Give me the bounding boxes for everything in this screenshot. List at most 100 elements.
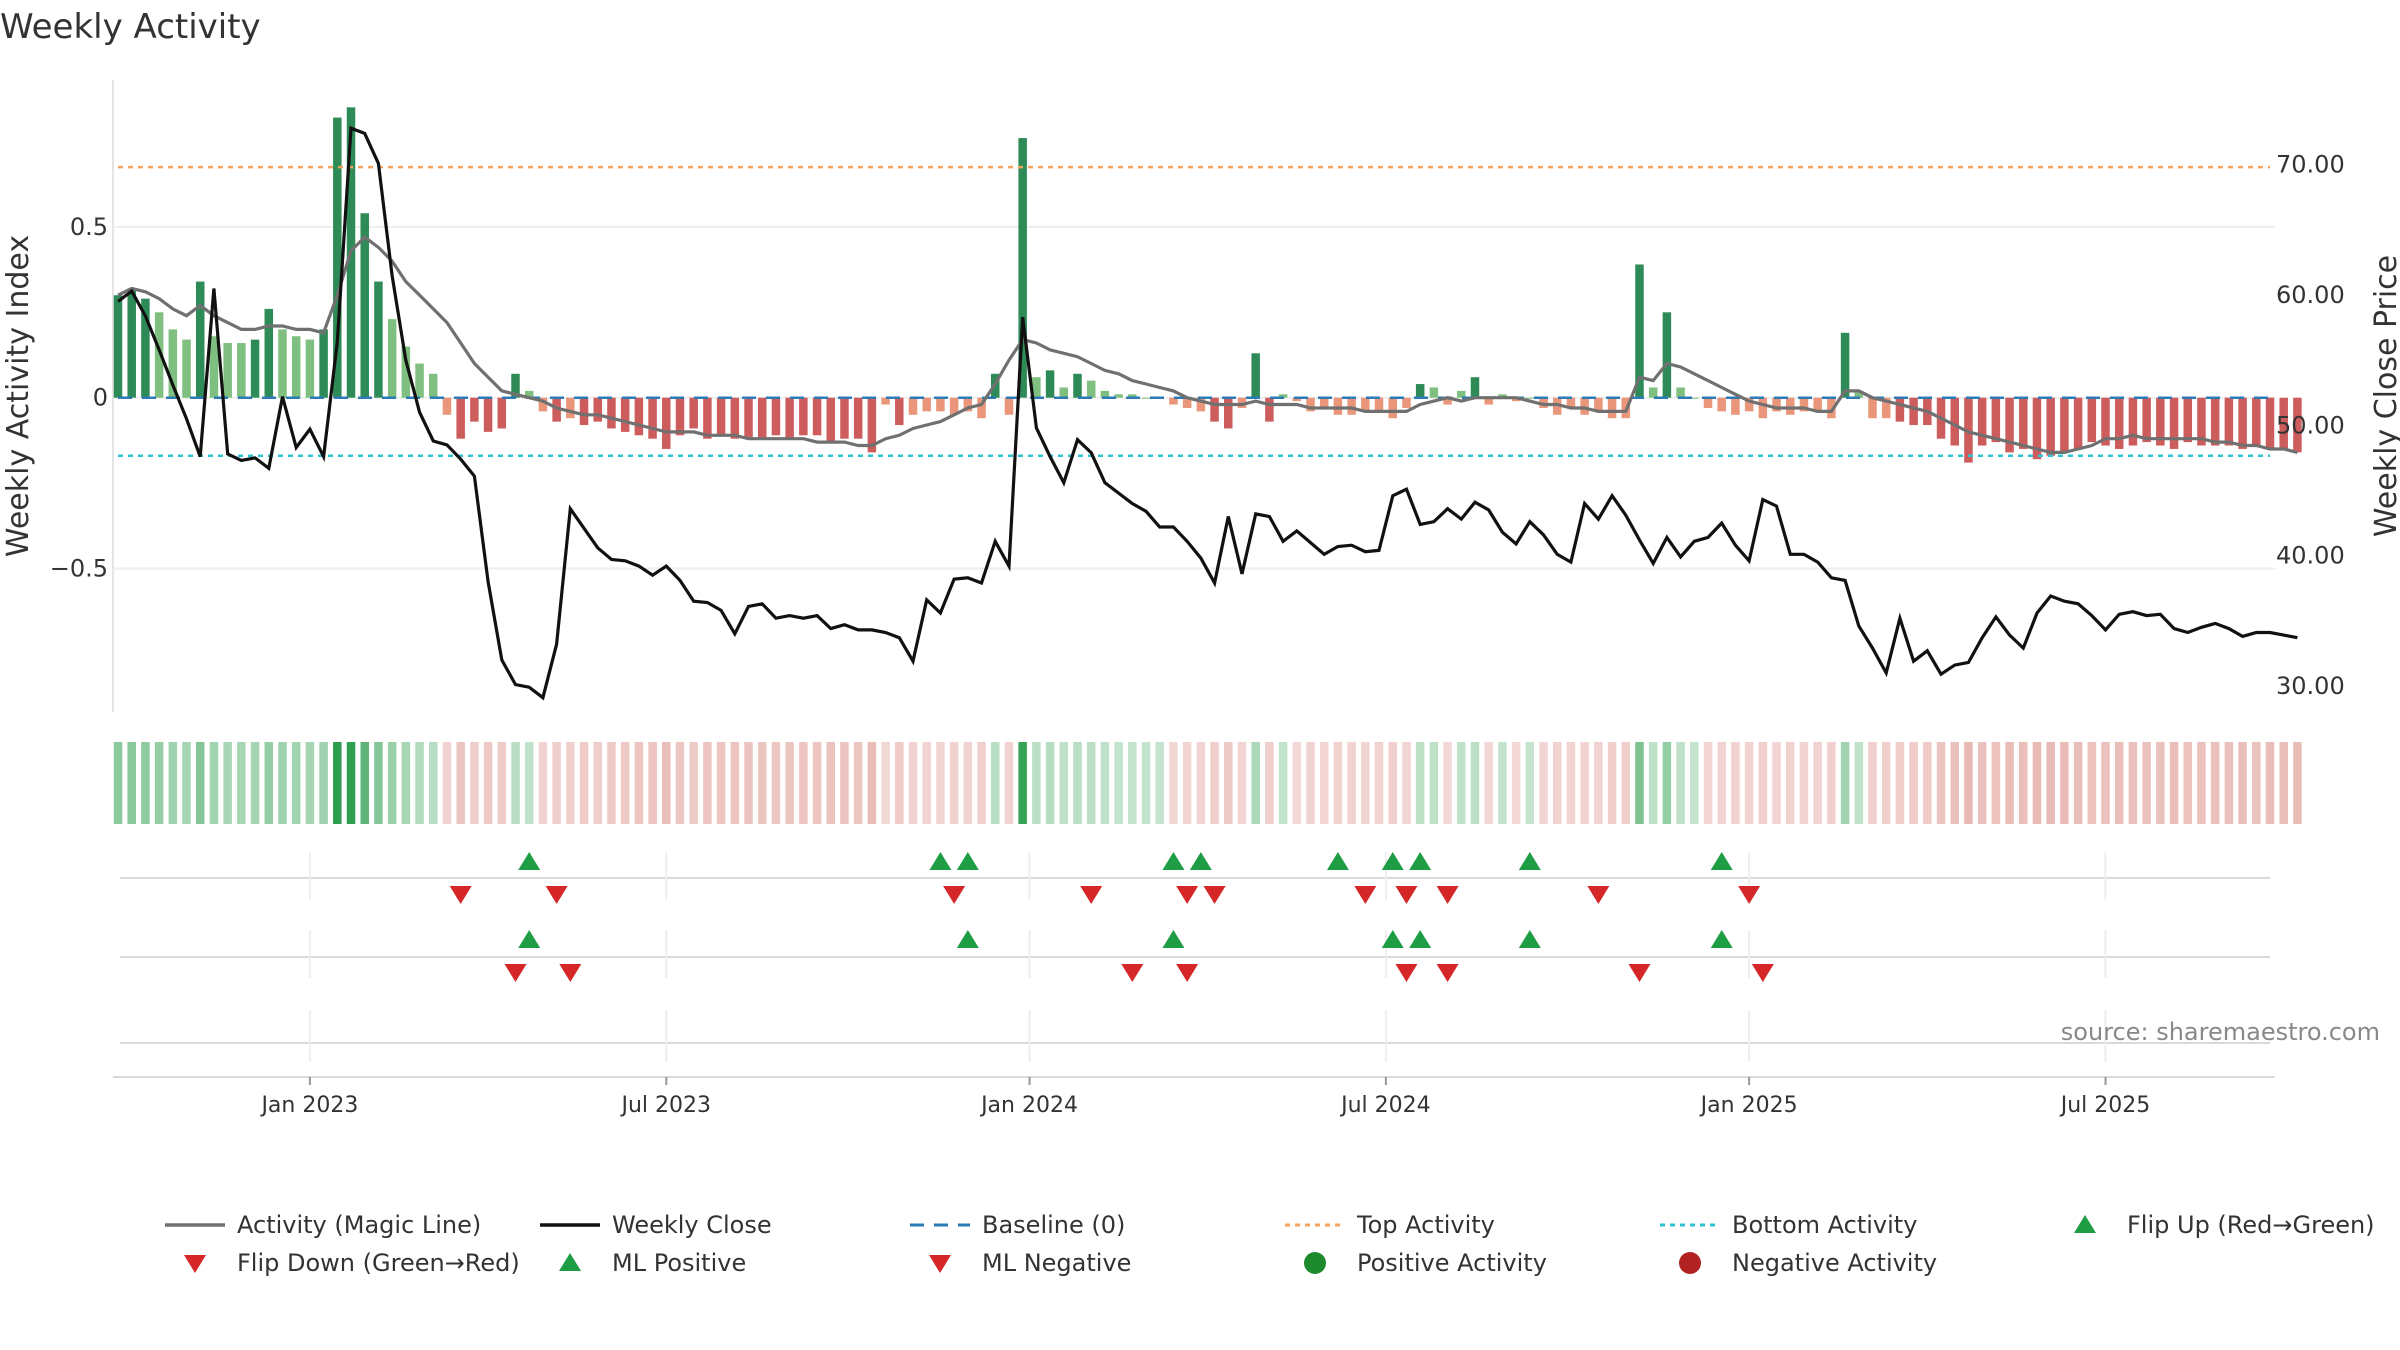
date-tick-label: Jan 2023 (259, 1093, 358, 1118)
strip-cell (374, 742, 383, 824)
activity-bar (662, 397, 671, 449)
strip-cell (744, 742, 753, 824)
strip-cell (648, 742, 657, 824)
strip-cell (2210, 742, 2220, 824)
strip-cell (1182, 742, 1192, 824)
strip-cell (1196, 742, 1206, 824)
activity-bar (195, 281, 205, 398)
legend-swatch-tri-down (184, 1255, 206, 1273)
activity-bar (840, 397, 849, 439)
activity-bar (305, 339, 315, 398)
activity-bar (785, 397, 794, 439)
flip-up-marker (1381, 852, 1404, 870)
activity-bar (1128, 394, 1137, 398)
strip-cell (524, 742, 534, 824)
strip-cell (1224, 742, 1233, 824)
activity-bar (1539, 397, 1548, 408)
source-credit: source: sharemaestro.com (2061, 1018, 2380, 1046)
activity-bar (1292, 397, 1302, 402)
legend-item: Positive Activity (1304, 1249, 1547, 1277)
activity-bar (963, 397, 973, 412)
signal-markers (449, 852, 1774, 982)
activity-bar (1744, 397, 1754, 412)
strip-cell (1607, 742, 1617, 824)
activity-bar (497, 397, 507, 429)
activity-bar (1662, 312, 1672, 398)
strip-cell (689, 742, 698, 824)
strip-cell (963, 742, 973, 824)
date-tick-label: Jan 2025 (1699, 1093, 1798, 1118)
legend-label: Negative Activity (1732, 1249, 1937, 1277)
activity-bar (908, 397, 918, 415)
activity-bar (291, 336, 301, 398)
strip-cell (415, 742, 424, 824)
strip-cell (730, 742, 740, 824)
activity-bar (141, 298, 150, 398)
activity-bar (2224, 397, 2234, 446)
strip-cell (387, 742, 397, 824)
strip-cell (2183, 742, 2193, 824)
strip-cell (853, 742, 863, 824)
legend-item: Baseline (0) (910, 1211, 1125, 1239)
strip-cell (346, 742, 356, 824)
strip-cell (1237, 742, 1247, 824)
strip-cell (1840, 742, 1850, 824)
strip-cell (250, 742, 260, 824)
activity-bar (524, 390, 534, 398)
activity-bar (429, 373, 438, 398)
date-tick-label: Jul 2025 (2059, 1093, 2151, 1118)
activity-bar (936, 397, 945, 412)
activity-bar (1059, 387, 1069, 398)
activity-bar (113, 295, 123, 398)
strip-cell (2238, 742, 2247, 824)
strip-cell (593, 742, 602, 824)
strip-cell (1977, 742, 1987, 824)
legend-item: ML Negative (929, 1249, 1131, 1277)
ml-positive-marker (956, 930, 979, 948)
strip-cell (949, 742, 959, 824)
strip-cell (1786, 742, 1795, 824)
strip-cell (566, 742, 575, 824)
activity-bar (895, 397, 904, 426)
activity-bar (470, 397, 479, 422)
y-tick-label: 0.5 (70, 213, 108, 241)
flip-up-marker (1162, 852, 1185, 870)
activity-bar (826, 397, 836, 443)
activity-bar (1319, 397, 1329, 408)
strip-cell (990, 742, 1000, 824)
activity-bar (1224, 397, 1233, 429)
strip-cell (1936, 742, 1946, 824)
strip-cell (1648, 742, 1658, 824)
activity-bar (1813, 397, 1822, 412)
activity-bar (703, 397, 712, 439)
activity-bar (675, 397, 685, 436)
flip-down-marker (1176, 886, 1199, 904)
strip-cell (2252, 742, 2261, 824)
strip-cell (1073, 742, 1082, 824)
ml-negative-marker (1628, 964, 1651, 982)
flip-down-marker (1738, 886, 1761, 904)
ml-positive-marker (1381, 930, 1404, 948)
strip-cell (1319, 742, 1329, 824)
activity-bar (1731, 397, 1740, 415)
flip-up-marker (1710, 852, 1733, 870)
strip-cell (305, 742, 315, 824)
strip-cell (634, 742, 644, 824)
strip-cell (1511, 742, 1521, 824)
strip-cell (908, 742, 918, 824)
strip-cell (1552, 742, 1562, 824)
activity-bar (2252, 397, 2261, 446)
activity-bar (1388, 397, 1398, 419)
activity-bar (1210, 397, 1219, 422)
strip-cell (812, 742, 822, 824)
activity-bar (387, 319, 397, 398)
strip-cell (2128, 742, 2138, 824)
activity-bar (264, 308, 274, 398)
activity-bar (648, 397, 657, 439)
strip-cell (1457, 742, 1466, 824)
signal-rows: Jan 2023 Jul 2023 Jan 2024 Jul 2024 Jan 2025… (113, 852, 2380, 1118)
activity-bar (250, 339, 260, 398)
strip-cell (127, 742, 136, 824)
ml-positive-marker (1518, 930, 1541, 948)
